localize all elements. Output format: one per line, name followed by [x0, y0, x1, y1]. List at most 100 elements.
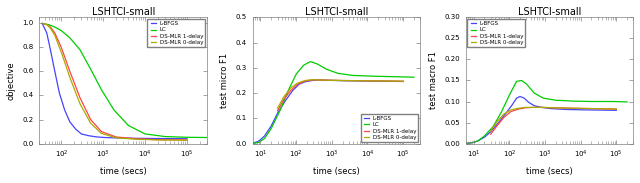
LC — [506, 94, 513, 96]
DS-MLR 0-delay — [87, 122, 95, 124]
L-BFGS — [282, 100, 289, 102]
DS-MLR 1-delay — [399, 80, 407, 82]
DS-MLR 1-delay — [493, 125, 500, 127]
DS-MLR 0-delay — [324, 79, 332, 81]
DS-MLR 0-delay — [58, 51, 65, 53]
DS-MLR 1-delay — [51, 32, 59, 34]
DS-MLR 1-delay — [507, 111, 515, 113]
DS-MLR 0-delay — [274, 107, 282, 109]
L-BFGS — [520, 97, 528, 99]
LC — [161, 135, 169, 138]
DS-MLR 0-delay — [591, 108, 598, 110]
Line: LC: LC — [253, 61, 414, 143]
DS-MLR 1-delay — [337, 79, 345, 82]
DS-MLR 0-delay — [132, 138, 140, 140]
L-BFGS — [101, 137, 109, 139]
DS-MLR 0-delay — [51, 34, 59, 37]
L-BFGS — [77, 133, 85, 135]
LC — [370, 75, 378, 77]
Line: DS-MLR 1-delay: DS-MLR 1-delay — [42, 23, 187, 140]
LC — [51, 26, 59, 28]
L-BFGS — [583, 109, 591, 111]
DS-MLR 1-delay — [38, 22, 46, 25]
L-BFGS — [274, 112, 282, 114]
DS-MLR 1-delay — [569, 107, 577, 109]
DS-MLR 1-delay — [591, 108, 598, 110]
L-BFGS — [508, 104, 516, 106]
DS-MLR 0-delay — [493, 121, 500, 123]
L-BFGS — [331, 79, 339, 82]
DS-MLR 1-delay — [550, 107, 558, 109]
DS-MLR 1-delay — [154, 139, 161, 141]
DS-MLR 0-delay — [356, 80, 364, 82]
LC — [97, 88, 105, 91]
DS-MLR 0-delay — [569, 107, 577, 109]
LC — [76, 49, 84, 51]
L-BFGS — [47, 49, 54, 51]
Y-axis label: objective: objective — [6, 61, 15, 100]
L-BFGS — [612, 109, 620, 111]
LC — [474, 140, 481, 142]
X-axis label: time (secs): time (secs) — [100, 167, 147, 176]
Line: L-BFGS: L-BFGS — [466, 96, 616, 143]
L-BFGS — [301, 81, 309, 83]
L-BFGS — [85, 135, 93, 137]
LC — [334, 72, 342, 74]
DS-MLR 0-delay — [316, 79, 323, 81]
L-BFGS — [487, 131, 495, 133]
DS-MLR 0-delay — [38, 22, 46, 25]
L-BFGS — [342, 80, 350, 82]
LC — [569, 100, 577, 102]
LC — [392, 76, 399, 78]
L-BFGS — [183, 138, 191, 140]
DS-MLR 0-delay — [337, 79, 345, 82]
LC — [314, 63, 321, 65]
Line: DS-MLR 0-delay: DS-MLR 0-delay — [491, 107, 616, 131]
Line: L-BFGS: L-BFGS — [253, 80, 403, 143]
L-BFGS — [308, 79, 316, 82]
DS-MLR 1-delay — [487, 133, 495, 135]
L-BFGS — [481, 136, 488, 138]
Title: LSHTCl-small: LSHTCl-small — [518, 7, 581, 17]
LC — [38, 22, 46, 25]
Y-axis label: test micro F1: test micro F1 — [220, 53, 229, 108]
L-BFGS — [323, 79, 330, 81]
DS-MLR 1-delay — [112, 136, 120, 138]
DS-MLR 0-delay — [47, 27, 54, 29]
L-BFGS — [260, 135, 268, 137]
LC — [513, 80, 520, 82]
L-BFGS — [129, 137, 136, 139]
DS-MLR 0-delay — [280, 96, 287, 98]
DS-MLR 1-delay — [522, 107, 529, 109]
LC — [531, 92, 538, 94]
LC — [497, 111, 505, 113]
DS-MLR 0-delay — [97, 132, 105, 135]
DS-MLR 1-delay — [500, 116, 508, 119]
LC — [540, 97, 547, 99]
Legend: L-BFGS, LC, DS-MLR 1-delay, DS-MLR 0-delay: L-BFGS, LC, DS-MLR 1-delay, DS-MLR 0-del… — [360, 114, 419, 142]
DS-MLR 1-delay — [378, 80, 385, 82]
DS-MLR 1-delay — [294, 83, 301, 85]
L-BFGS — [72, 128, 79, 130]
LC — [260, 137, 268, 140]
DS-MLR 0-delay — [154, 139, 161, 141]
L-BFGS — [399, 80, 407, 83]
Line: LC: LC — [42, 23, 207, 138]
L-BFGS — [289, 89, 296, 92]
L-BFGS — [56, 92, 63, 94]
LC — [518, 79, 525, 82]
LC — [307, 60, 314, 63]
Title: LSHTCl-small: LSHTCl-small — [92, 7, 155, 17]
LC — [255, 141, 262, 143]
DS-MLR 0-delay — [66, 76, 74, 79]
LC — [522, 83, 530, 85]
DS-MLR 0-delay — [287, 87, 294, 89]
DS-MLR 0-delay — [301, 79, 309, 82]
LC — [552, 99, 559, 101]
Legend: L-BFGS, LC, DS-MLR 1-delay, DS-MLR 0-delay: L-BFGS, LC, DS-MLR 1-delay, DS-MLR 0-del… — [147, 19, 205, 47]
LC — [268, 127, 275, 130]
DS-MLR 0-delay — [487, 130, 495, 132]
LC — [588, 100, 595, 103]
DS-MLR 1-delay — [76, 97, 84, 99]
DS-MLR 1-delay — [43, 24, 51, 26]
